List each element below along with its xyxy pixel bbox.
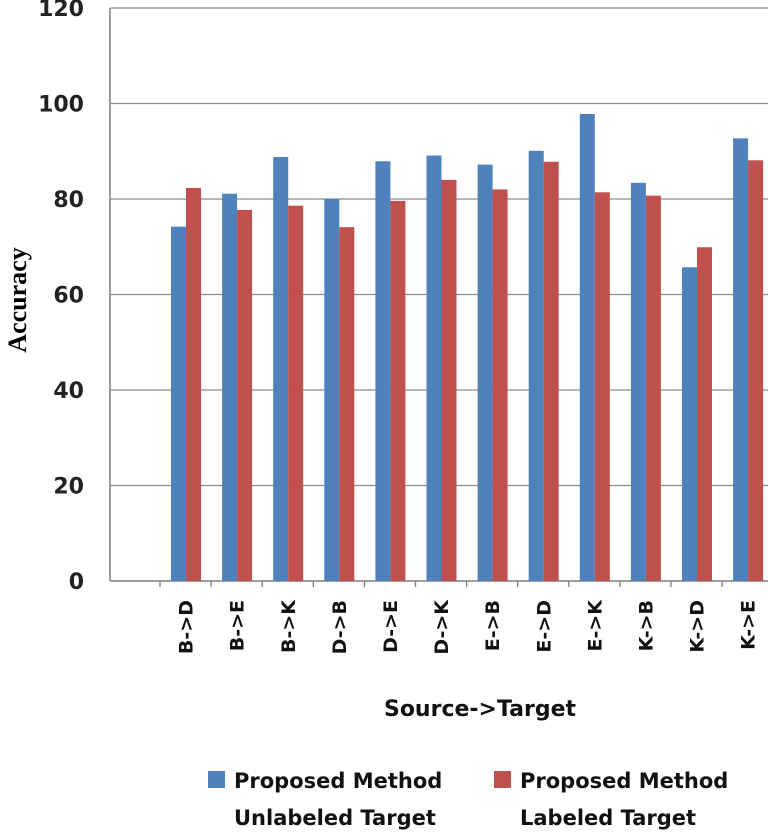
bars (171, 114, 764, 582)
x-tick-label: B->K (278, 599, 300, 653)
y-tick-label: 80 (53, 188, 84, 213)
bar-labeled-B-to-D (186, 188, 201, 581)
x-axis-ticks: B->D B->E B->K D->B D->E D->K E->B E->D E->K K->B… (176, 599, 760, 655)
y-tick-label: 120 (38, 0, 84, 22)
bar-unlabeled-E-to-B (477, 164, 493, 581)
bar-labeled-E-to-K (594, 192, 610, 581)
bar-unlabeled-K-to-E (733, 138, 749, 582)
y-tick-label: 100 (38, 93, 84, 118)
x-tick-label: E->D (533, 600, 555, 653)
bar-unlabeled-D-to-K (426, 155, 442, 582)
bar-labeled-B-to-K (288, 205, 304, 581)
x-tick-label: D->E (380, 600, 402, 653)
x-tick-label: K->D (687, 600, 709, 653)
bar-unlabeled-D-to-B (324, 199, 340, 581)
x-tick-label: D->B (329, 600, 351, 654)
bar-labeled-K-to-B (645, 195, 661, 581)
y-axis-ticks: 0 20 40 60 80 100 120 (38, 0, 84, 595)
bar-labeled-K-to-D (697, 247, 712, 582)
bar-labeled-D-to-B (339, 227, 355, 582)
y-tick-label: 40 (53, 379, 84, 404)
bar-unlabeled-E-to-D (528, 150, 544, 581)
y-axis-label: Accuracy (3, 247, 32, 352)
bar-labeled-D-to-K (441, 179, 457, 581)
bar-labeled-E-to-B (492, 189, 508, 581)
x-tick-label: E->B (482, 600, 504, 651)
x-tick-label: K->E (738, 600, 760, 650)
bar-unlabeled-D-to-E (375, 161, 391, 581)
bar-unlabeled-E-to-K (579, 114, 595, 581)
x-tick-label: D->K (431, 599, 453, 655)
x-tick-label: E->K (584, 599, 606, 652)
x-axis-label: Source->Target (384, 697, 577, 722)
bar-unlabeled-B-to-K (273, 156, 289, 582)
bar-labeled-E-to-D (543, 161, 559, 581)
x-tick-label: B->E (227, 600, 249, 651)
bar-unlabeled-K-to-D (682, 267, 697, 581)
y-tick-label: 20 (53, 475, 84, 500)
legend: Proposed Method Unlabeled Target Propose… (208, 769, 728, 830)
bar-unlabeled-K-to-B (630, 182, 646, 581)
x-tick-label: K->B (635, 600, 657, 651)
legend-label-unlabeled-line1: Proposed Method (234, 769, 442, 793)
bar-unlabeled-B-to-E (222, 193, 238, 581)
x-tick-label: B->D (176, 600, 198, 654)
y-tick-label: 0 (69, 570, 84, 595)
legend-swatch-unlabeled (208, 771, 225, 788)
bar-unlabeled-B-to-D (171, 226, 186, 581)
legend-label-unlabeled-line2: Unlabeled Target (234, 806, 436, 830)
legend-swatch-labeled (494, 771, 511, 788)
y-tick-label: 60 (53, 284, 84, 309)
bar-labeled-D-to-E (390, 200, 406, 581)
bar-labeled-B-to-E (237, 209, 253, 582)
legend-label-labeled-line2: Labeled Target (520, 806, 696, 830)
bar-labeled-K-to-E (748, 160, 764, 581)
legend-label-labeled-line1: Proposed Method (520, 769, 728, 793)
